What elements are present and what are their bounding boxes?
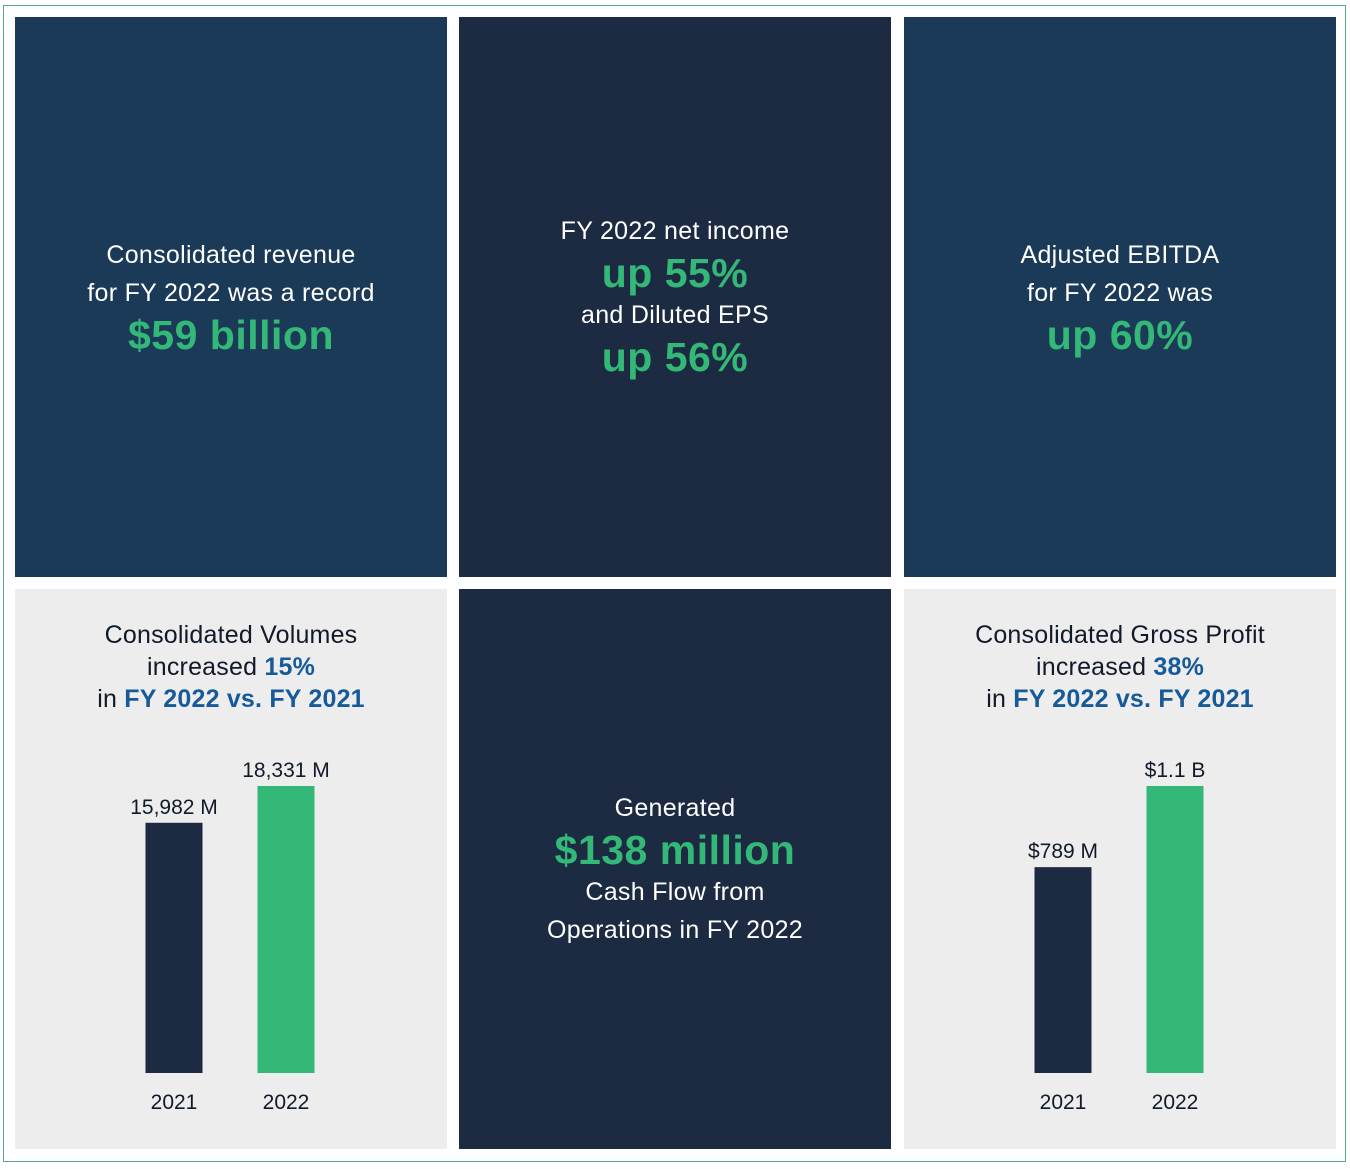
eps-line: and Diluted EPS bbox=[581, 301, 769, 329]
volumes-value-label-2021: 15,982 M bbox=[130, 796, 218, 819]
revenue-line1: Consolidated revenue bbox=[106, 241, 356, 269]
gross-profit-bar-2021 bbox=[1034, 867, 1092, 1073]
revenue-tile: Consolidated revenue for FY 2022 was a r… bbox=[15, 17, 447, 577]
gross-profit-category-label-2022: 2022 bbox=[1152, 1091, 1199, 1114]
gross-profit-heading: Consolidated Gross Profit increased 38% … bbox=[904, 619, 1336, 715]
volumes-chart: 15,982 M 2021 18,331 M 2022 bbox=[130, 759, 330, 1114]
ebitda-line2: for FY 2022 was bbox=[1026, 279, 1214, 307]
eps-highlight: up 56% bbox=[601, 334, 749, 380]
net-income-highlight: up 55% bbox=[601, 250, 749, 296]
volumes-category-label-2021: 2021 bbox=[151, 1091, 198, 1114]
volumes-tile: Consolidated Volumes increased 15% in FY… bbox=[15, 589, 447, 1149]
gross-profit-increase-value: 38% bbox=[1153, 653, 1204, 681]
volumes-compare-prefix: in bbox=[97, 685, 125, 713]
gross-profit-value-label-2021: $789 M bbox=[1028, 840, 1098, 863]
volumes-bar-2021 bbox=[145, 822, 203, 1073]
cash-flow-line2: Cash Flow from bbox=[585, 878, 765, 906]
gross-profit-increase-line: increased 38% bbox=[904, 651, 1336, 683]
volumes-increase-line: increased 15% bbox=[15, 651, 447, 683]
gross-profit-bar-2022 bbox=[1146, 786, 1204, 1073]
cash-flow-text: Generated $138 million Cash Flow from Op… bbox=[459, 789, 891, 949]
cash-flow-tile: Generated $138 million Cash Flow from Op… bbox=[459, 589, 891, 1149]
gross-profit-compare-line: in FY 2022 vs. FY 2021 bbox=[904, 683, 1336, 715]
gross-profit-compare-prefix: in bbox=[986, 685, 1014, 713]
cash-flow-line1: Generated bbox=[614, 794, 736, 822]
cash-flow-highlight: $138 million bbox=[554, 827, 796, 873]
gross-profit-chart: $789 M 2021 $1.1 B 2022 bbox=[1028, 759, 1206, 1114]
infographic-frame bbox=[3, 5, 1346, 1162]
net-income-tile: FY 2022 net income up 55% and Diluted EP… bbox=[459, 17, 891, 577]
net-income-text: FY 2022 net income up 55% and Diluted EP… bbox=[459, 212, 891, 380]
ebitda-tile: Adjusted EBITDA for FY 2022 was up 60% bbox=[904, 17, 1336, 577]
volumes-increase-prefix: increased bbox=[147, 653, 265, 681]
ebitda-line1: Adjusted EBITDA bbox=[1020, 241, 1220, 269]
gross-profit-increase-prefix: increased bbox=[1036, 653, 1154, 681]
volumes-increase-value: 15% bbox=[264, 653, 315, 681]
cash-flow-line3: Operations in FY 2022 bbox=[547, 916, 803, 944]
revenue-line2: for FY 2022 was a record bbox=[87, 279, 375, 307]
volumes-heading: Consolidated Volumes increased 15% in FY… bbox=[15, 619, 447, 715]
volumes-value-label-2022: 18,331 M bbox=[242, 759, 330, 782]
volumes-bar-2022 bbox=[257, 786, 315, 1073]
gross-profit-value-label-2022: $1.1 B bbox=[1145, 759, 1206, 782]
volumes-title: Consolidated Volumes bbox=[104, 621, 358, 649]
gross-profit-compare-value: FY 2022 vs. FY 2021 bbox=[1013, 685, 1254, 713]
net-income-line1: FY 2022 net income bbox=[560, 217, 790, 245]
revenue-highlight: $59 billion bbox=[128, 312, 334, 358]
ebitda-highlight: up 60% bbox=[1046, 312, 1194, 358]
gross-profit-title: Consolidated Gross Profit bbox=[975, 621, 1265, 649]
volumes-compare-value: FY 2022 vs. FY 2021 bbox=[124, 685, 365, 713]
volumes-category-label-2022: 2022 bbox=[263, 1091, 310, 1114]
volumes-compare-line: in FY 2022 vs. FY 2021 bbox=[15, 683, 447, 715]
ebitda-text: Adjusted EBITDA for FY 2022 was up 60% bbox=[904, 236, 1336, 358]
gross-profit-category-label-2021: 2021 bbox=[1040, 1091, 1087, 1114]
gross-profit-tile: Consolidated Gross Profit increased 38% … bbox=[904, 589, 1336, 1149]
revenue-text: Consolidated revenue for FY 2022 was a r… bbox=[15, 236, 447, 358]
